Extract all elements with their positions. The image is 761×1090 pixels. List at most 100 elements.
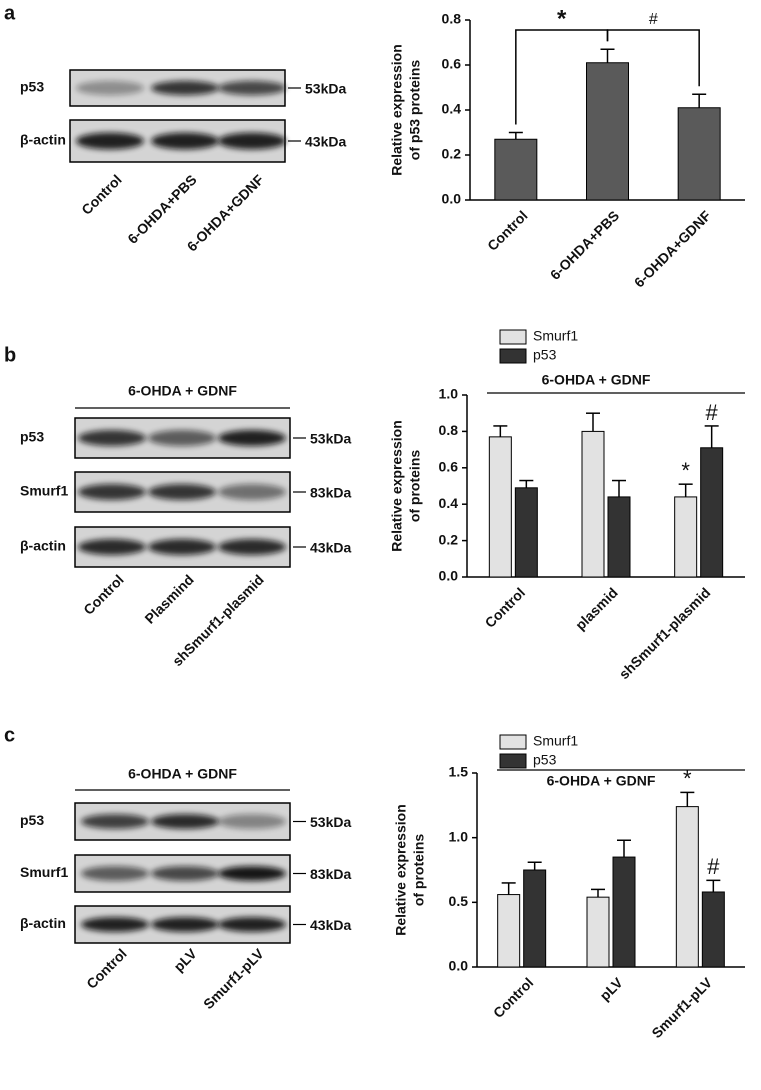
group-label: 6-OHDA + GDNF: [542, 372, 651, 388]
y-axis-label: Relative expression: [389, 44, 405, 176]
x-tick-label: 6-OHDA+PBS: [547, 207, 622, 282]
group-label: 6-OHDA + GDNF: [547, 773, 656, 789]
blot-band: [218, 814, 286, 829]
lane-label: Control: [80, 571, 127, 618]
lane-label: Control: [78, 171, 125, 218]
y-axis-label: Relative expression: [389, 420, 405, 552]
size-label: 43kDa: [305, 134, 346, 150]
x-tick-label: Control: [484, 207, 531, 254]
row-label: Smurf1: [20, 483, 68, 499]
legend-swatch: [499, 329, 527, 345]
size-label: 43kDa: [310, 540, 351, 556]
blot-band: [151, 917, 219, 932]
bar: [700, 447, 724, 578]
row-label: β-actin: [20, 132, 66, 148]
size-label: 53kDa: [310, 814, 351, 830]
blot-band: [151, 80, 219, 96]
size-label: 53kDa: [305, 81, 346, 97]
sig-bracket: [606, 29, 700, 87]
blot-band: [148, 430, 216, 446]
legend-swatch: [499, 734, 527, 750]
row-label: p53: [20, 429, 44, 445]
y-tick-label: 1.0: [439, 386, 459, 402]
legend-label: p53: [533, 752, 557, 768]
size-label: 83kDa: [310, 866, 351, 882]
y-tick-label: 0.2: [442, 146, 462, 162]
bar: [612, 856, 636, 968]
blot-band: [76, 80, 144, 96]
x-tick-label: Control: [482, 584, 529, 631]
y-tick-label: 0.8: [442, 11, 462, 27]
y-tick-label: 0.4: [442, 101, 462, 117]
lane-label: pLV: [170, 945, 200, 975]
row-label: β-actin: [20, 915, 66, 931]
blot-band: [218, 539, 286, 555]
blot-header: 6-OHDA + GDNF: [128, 766, 237, 782]
bar: [607, 496, 631, 578]
x-tick-label: shSmurf1-plasmid: [616, 584, 714, 682]
y-tick-label: 0.0: [439, 568, 459, 584]
bar: [586, 62, 629, 201]
blot-band: [151, 814, 219, 829]
sig-mark: *: [557, 5, 567, 32]
x-tick-label: pLV: [596, 974, 626, 1004]
blot-band: [151, 866, 219, 881]
panel-letter: b: [4, 344, 16, 366]
sig-mark: #: [707, 854, 720, 879]
sig-mark: #: [649, 11, 658, 28]
blot-band: [81, 866, 149, 881]
lane-label: Smurf1-pLV: [200, 945, 267, 1012]
y-axis-label: Relative expression: [393, 804, 409, 936]
legend-label: Smurf1: [533, 328, 578, 344]
blot-band: [81, 917, 149, 932]
y-tick-label: 1.0: [449, 828, 469, 844]
x-tick-label: plasmid: [572, 584, 621, 633]
x-tick-label: 6-OHDA+GDNF: [631, 207, 714, 290]
blot-band: [151, 132, 219, 150]
bar: [497, 894, 521, 968]
blot-band: [218, 132, 286, 150]
legend-swatch: [499, 753, 527, 769]
y-tick-label: 0.5: [449, 893, 469, 909]
bar: [701, 891, 725, 968]
bar: [494, 138, 538, 201]
y-tick-label: 0.6: [442, 56, 462, 72]
blot-band: [218, 430, 286, 446]
lane-label: Plasmind: [141, 571, 196, 626]
size-label: 53kDa: [310, 431, 351, 447]
blot-band: [81, 814, 149, 829]
y-axis-label: of proteins: [411, 834, 427, 907]
blot-band: [78, 430, 146, 446]
blot-band: [218, 866, 286, 881]
y-tick-label: 0.6: [439, 459, 459, 475]
row-label: Smurf1: [20, 864, 68, 880]
row-label: β-actin: [20, 538, 66, 554]
bar: [488, 436, 512, 578]
blot-band: [218, 484, 286, 500]
blot-band: [148, 539, 216, 555]
bar: [514, 487, 538, 578]
panel-letter: a: [4, 2, 16, 24]
blot-band: [148, 484, 216, 500]
blot-band: [78, 539, 146, 555]
y-tick-label: 0.0: [442, 191, 462, 207]
x-tick-label: Control: [490, 974, 537, 1021]
bar: [523, 869, 547, 968]
blot-band: [78, 484, 146, 500]
blot-header: 6-OHDA + GDNF: [128, 383, 237, 399]
y-axis-label: of p53 proteins: [407, 60, 423, 161]
row-label: p53: [20, 812, 44, 828]
bar: [677, 107, 721, 201]
sig-mark: #: [706, 400, 719, 425]
y-tick-label: 0.8: [439, 422, 459, 438]
row-label: p53: [20, 79, 44, 95]
sig-mark: *: [681, 458, 690, 483]
legend-swatch: [499, 348, 527, 364]
bar: [675, 806, 699, 968]
blot-band: [218, 80, 286, 96]
y-tick-label: 0.2: [439, 531, 459, 547]
y-axis-label: of proteins: [407, 450, 423, 523]
size-label: 83kDa: [310, 485, 351, 501]
